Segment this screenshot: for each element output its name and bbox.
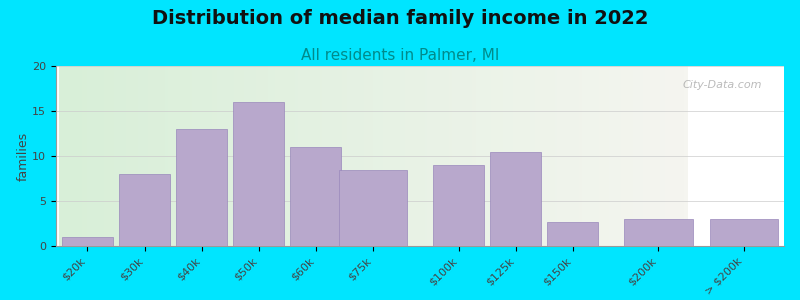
Bar bbox=[710, 219, 778, 246]
Bar bbox=[547, 222, 598, 246]
Text: Distribution of median family income in 2022: Distribution of median family income in … bbox=[152, 9, 648, 28]
Bar bbox=[119, 174, 170, 246]
Bar bbox=[290, 147, 342, 246]
Bar bbox=[490, 152, 542, 246]
Y-axis label: families: families bbox=[16, 131, 30, 181]
Bar bbox=[338, 169, 407, 246]
Text: All residents in Palmer, MI: All residents in Palmer, MI bbox=[301, 48, 499, 63]
Bar bbox=[62, 237, 113, 246]
Bar bbox=[176, 129, 227, 246]
Text: City-Data.com: City-Data.com bbox=[682, 80, 762, 90]
Bar bbox=[624, 219, 693, 246]
Bar bbox=[233, 102, 284, 246]
Bar bbox=[433, 165, 484, 246]
